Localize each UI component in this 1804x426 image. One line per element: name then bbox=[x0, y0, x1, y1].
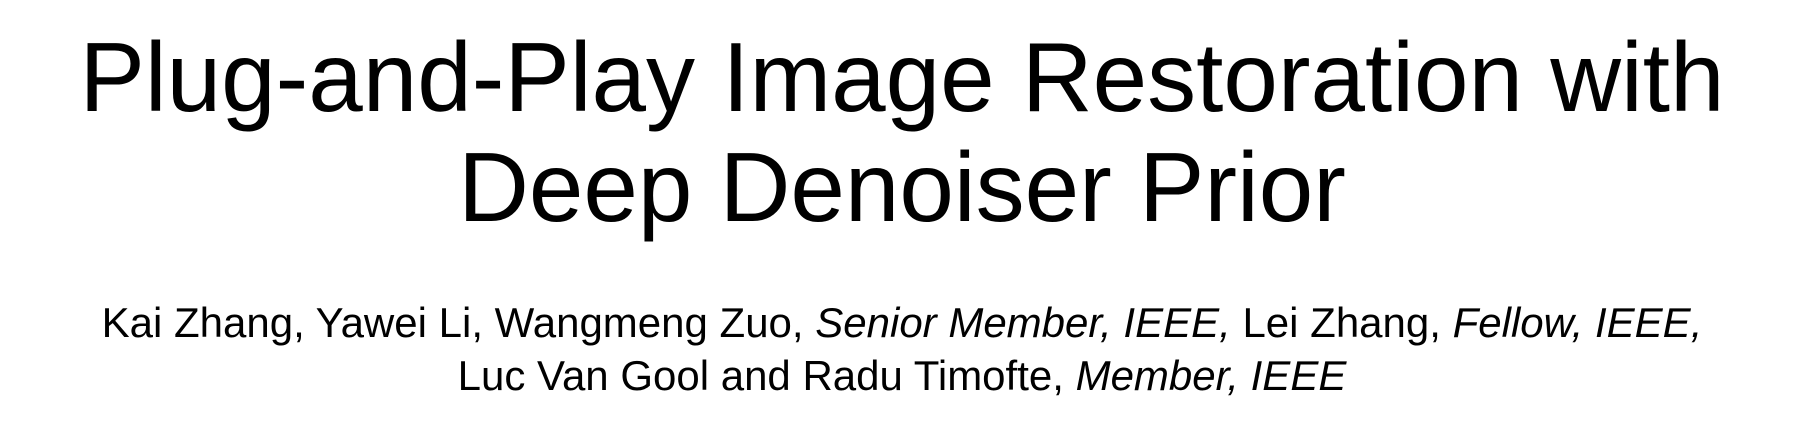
author-list: Kai Zhang, Yawei Li, Wangmeng Zuo, Senio… bbox=[0, 296, 1804, 402]
paper-title: Plug-and-Play Image Restoration with Dee… bbox=[0, 22, 1804, 242]
author-names-2: Lei Zhang, bbox=[1230, 299, 1453, 346]
title-line-1: Plug-and-Play Image Restoration with bbox=[79, 22, 1725, 132]
author-names-3: Luc Van Gool and Radu Timofte, bbox=[457, 352, 1076, 399]
author-membership-3: Member, IEEE bbox=[1075, 352, 1347, 399]
author-line-2: Luc Van Gool and Radu Timofte, Member, I… bbox=[0, 349, 1804, 402]
author-membership-1: Senior Member, IEEE, bbox=[815, 299, 1231, 346]
author-line-1: Kai Zhang, Yawei Li, Wangmeng Zuo, Senio… bbox=[0, 296, 1804, 349]
author-membership-2: Fellow, IEEE, bbox=[1452, 299, 1703, 346]
author-names-1: Kai Zhang, Yawei Li, Wangmeng Zuo, bbox=[101, 299, 816, 346]
title-line-2: Deep Denoiser Prior bbox=[458, 132, 1346, 242]
